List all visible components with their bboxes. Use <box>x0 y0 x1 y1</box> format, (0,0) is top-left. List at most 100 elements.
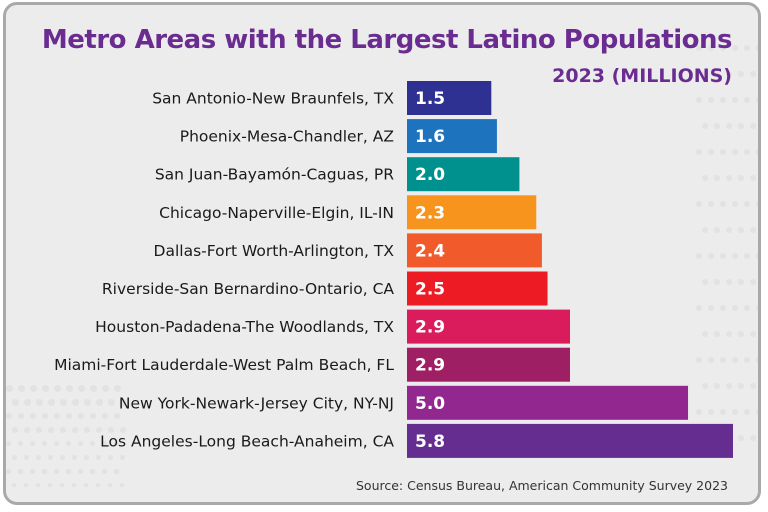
bar <box>407 309 570 344</box>
background-dot <box>24 483 29 488</box>
background-dot <box>30 385 37 392</box>
background-dot <box>720 201 726 207</box>
background-dot <box>726 227 732 233</box>
background-dot <box>84 427 90 433</box>
background-dot <box>66 385 73 392</box>
background-dot <box>66 413 73 420</box>
background-dot <box>114 385 121 392</box>
background-dot <box>738 279 744 285</box>
background-dot <box>744 253 750 259</box>
background-dot <box>750 71 756 77</box>
background-dot <box>120 455 125 460</box>
background-dot <box>102 469 107 474</box>
background-dot <box>60 455 65 460</box>
category-label: San Juan-Bayamón-Caguas, PR <box>155 166 394 184</box>
background-dot <box>42 441 48 447</box>
background-dot <box>720 97 726 103</box>
value-label: 5.0 <box>415 394 445 414</box>
background-dot <box>18 469 23 474</box>
background-dot <box>708 409 714 415</box>
value-label: 1.6 <box>415 127 445 147</box>
background-dot <box>66 469 71 474</box>
background-dot <box>90 441 96 447</box>
bar <box>407 157 520 192</box>
background-dot <box>96 427 102 433</box>
background-dot <box>102 441 108 447</box>
value-label: 2.5 <box>415 280 445 300</box>
background-dot <box>744 97 750 103</box>
background-dot <box>12 399 19 406</box>
background-dot <box>84 455 89 460</box>
background-dot <box>732 409 738 415</box>
value-label: 2.0 <box>415 165 445 185</box>
category-label: Riverside-San Bernardino-Ontario, CA <box>102 280 394 298</box>
bar <box>407 271 548 306</box>
background-dot <box>78 413 85 420</box>
background-dot <box>696 201 702 207</box>
background-dot <box>108 399 115 406</box>
background-dot <box>48 455 53 460</box>
bars-group: San Antonio-New Braunfels, TX 1.5 Phoenix-… <box>54 81 733 458</box>
background-dot <box>720 305 726 311</box>
background-dot <box>12 427 18 433</box>
background-dot <box>96 399 103 406</box>
background-dot <box>66 441 72 447</box>
background-dot <box>738 71 744 77</box>
background-dot <box>90 413 97 420</box>
background-dot <box>60 427 66 433</box>
chart-card: Metro Areas with the Largest Latino Popu… <box>3 2 761 505</box>
background-dot <box>102 385 109 392</box>
background-dot <box>78 385 85 392</box>
background-dot <box>30 441 36 447</box>
background-dot <box>72 399 79 406</box>
background-dot <box>732 253 738 259</box>
background-dot <box>78 469 83 474</box>
background-dot <box>744 201 750 207</box>
background-dot <box>750 331 756 337</box>
background-dot <box>726 279 732 285</box>
background-dot <box>714 175 720 181</box>
background-dot <box>12 455 17 460</box>
background-dot <box>696 253 702 259</box>
bar <box>407 347 570 382</box>
background-dot <box>738 123 744 129</box>
value-label: 2.9 <box>415 356 445 376</box>
background-dot <box>714 227 720 233</box>
category-label: New York-Newark-Jersey City, NY-NJ <box>119 394 394 412</box>
bar <box>407 385 689 420</box>
background-dot <box>60 483 65 488</box>
background-dot <box>114 441 120 447</box>
background-dot <box>18 385 25 392</box>
chart-title: Metro Areas with the Largest Latino Popu… <box>41 25 733 55</box>
background-dot <box>744 149 750 155</box>
background-dot <box>696 97 702 103</box>
value-label: 2.9 <box>415 318 445 338</box>
background-dot <box>30 413 37 420</box>
background-dot <box>36 399 43 406</box>
bar <box>407 195 537 230</box>
background-dot <box>54 385 61 392</box>
background-dot <box>36 427 42 433</box>
background-dot <box>696 357 702 363</box>
background-dot <box>108 483 113 488</box>
background-dot <box>6 385 13 392</box>
background-dot <box>96 483 101 488</box>
background-dot <box>756 409 758 415</box>
value-label: 1.5 <box>415 89 445 109</box>
background-dot <box>708 305 714 311</box>
background-dot <box>756 45 758 51</box>
background-dot <box>24 399 31 406</box>
background-dot <box>732 201 738 207</box>
background-dot <box>714 123 720 129</box>
background-dot <box>696 305 702 311</box>
background-dot <box>702 331 708 337</box>
background-dot <box>750 279 756 285</box>
background-dot <box>6 469 11 474</box>
chart-subtitle: 2023 (MILLIONS) <box>552 65 732 87</box>
background-dot <box>714 383 720 389</box>
background-dot <box>702 279 708 285</box>
background-dot <box>732 305 738 311</box>
background-dot <box>12 483 17 488</box>
background-dot <box>708 201 714 207</box>
